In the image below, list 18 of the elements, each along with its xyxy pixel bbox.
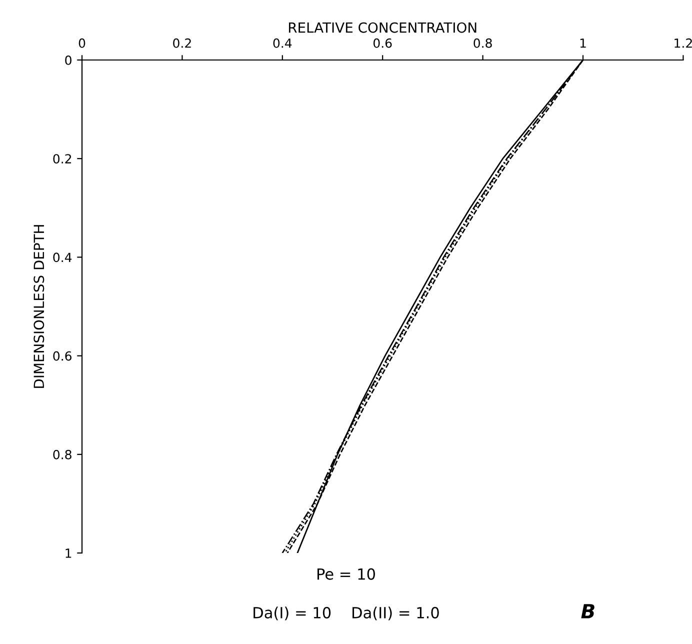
- x-tick-label: 0.6: [373, 38, 392, 48]
- x-tick-label: 1: [580, 38, 586, 48]
- y-tick-label: 0.2: [53, 154, 72, 164]
- x-tick-label: 0.2: [173, 38, 191, 48]
- y-tick-label: 0.4: [53, 252, 72, 262]
- y-tick-label: 0.6: [53, 351, 72, 361]
- x-tick-label: 0.4: [273, 38, 292, 48]
- x-axis-title: RELATIVE CONCENTRATION: [288, 22, 476, 33]
- x-tick-label: 0: [78, 38, 86, 48]
- y-tick-label: 0: [65, 55, 72, 65]
- x-tick-label: 0.8: [474, 38, 492, 48]
- text: B: [581, 604, 594, 618]
- y-axis-title: DIMENSIONLESS DEPTH: [34, 225, 44, 388]
- text: Pe = 10: [317, 568, 375, 580]
- y-tick-label: 0.8: [53, 450, 72, 460]
- text: Da(I) = 10 Da(II) = 1.0: [254, 606, 439, 620]
- y-tick-label: 1: [66, 548, 72, 558]
- x-tick-label: 1.2: [674, 38, 692, 48]
